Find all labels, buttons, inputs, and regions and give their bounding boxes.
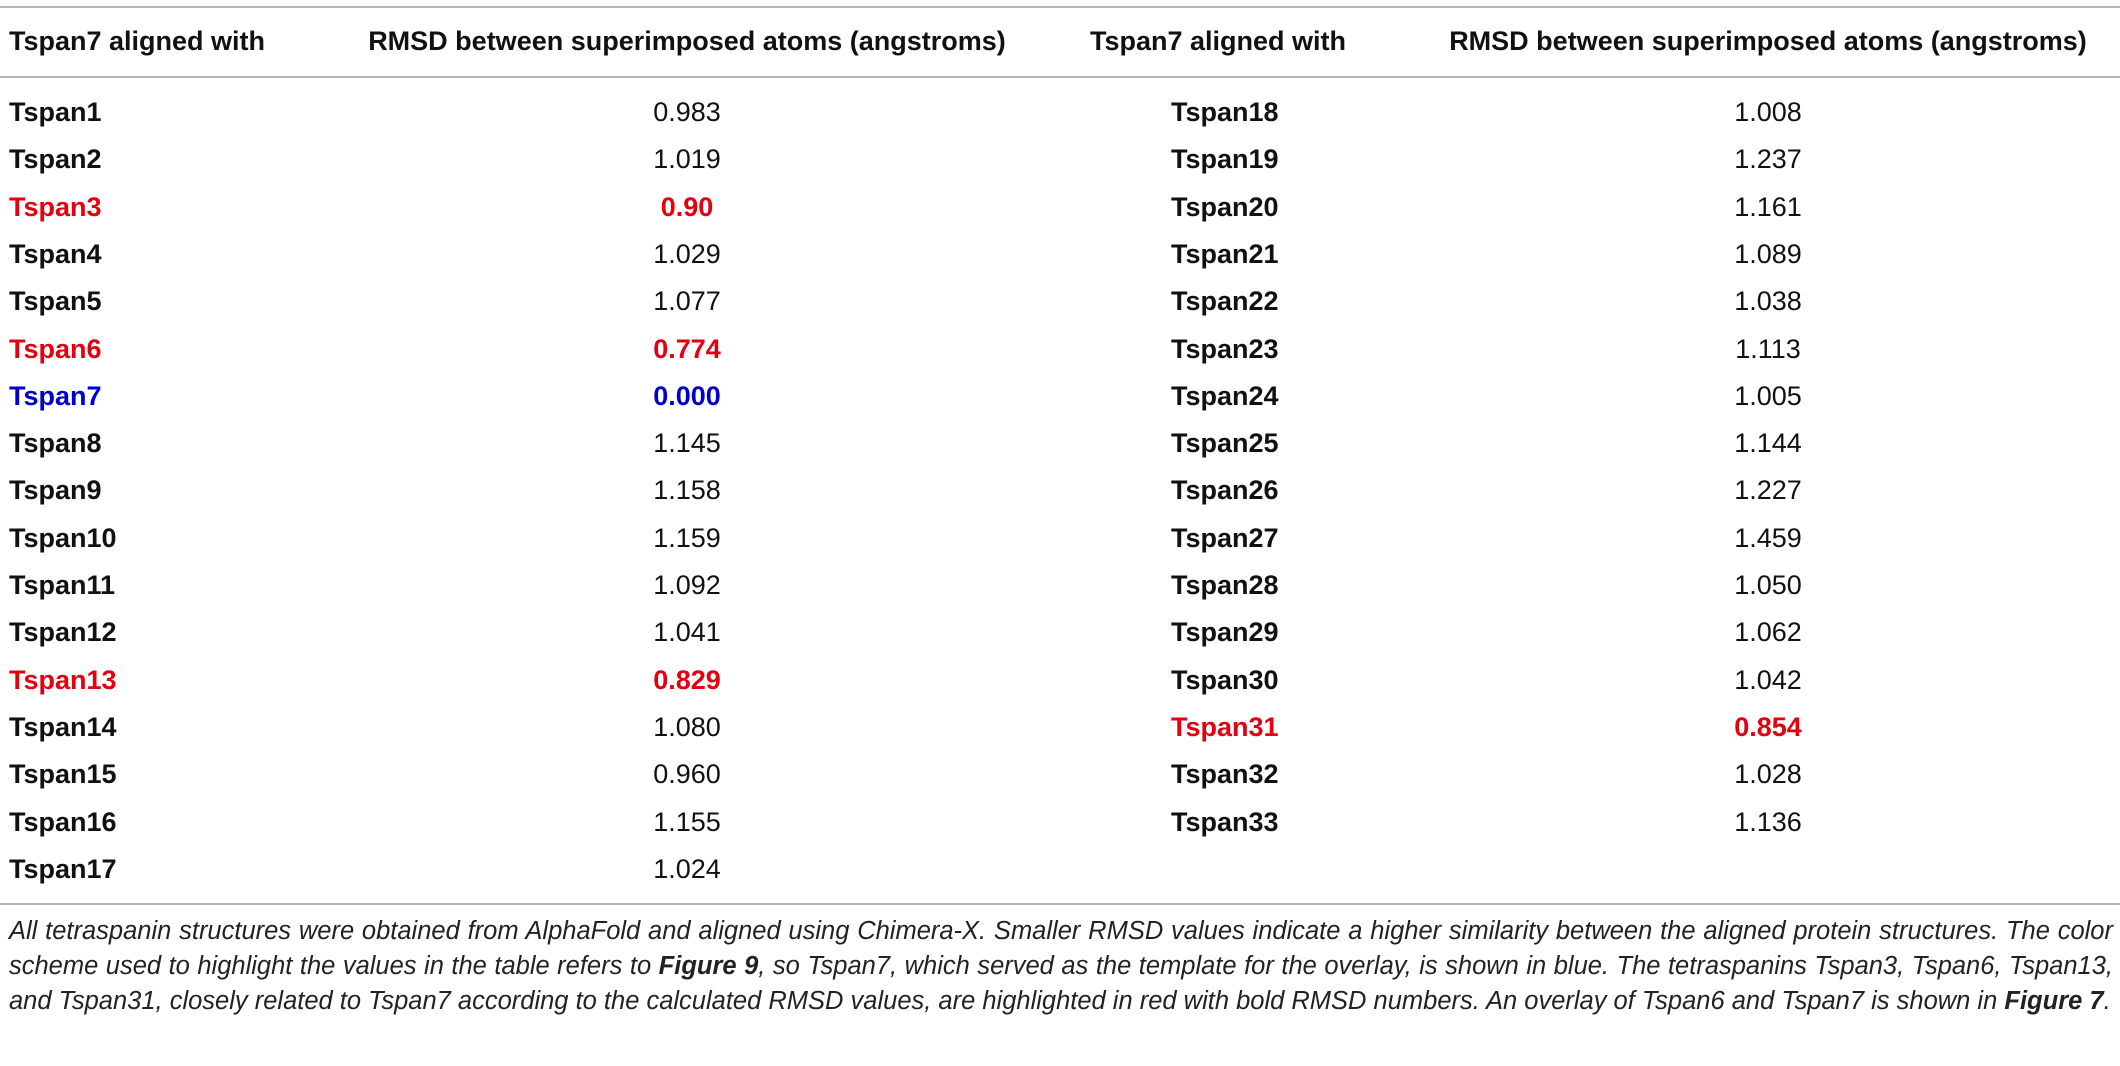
row-label: Tspan24 [1171,380,1279,411]
rmsd-value: 1.227 [1734,475,1802,506]
row-label: Tspan17 [9,853,117,884]
rmsd-value: 1.029 [653,238,721,269]
column-header: RMSD between superimposed atoms (angstro… [368,26,1006,56]
row-label: Tspan9 [9,475,102,506]
row-label: Tspan18 [1171,97,1279,127]
rmsd-value: 1.050 [1734,570,1802,600]
caption-text: . [2103,987,2111,1015]
row-label: Tspan26 [1171,475,1279,506]
row-label: Tspan27 [1171,522,1279,553]
row-label: Tspan1 [9,97,102,127]
rmsd-value: 0.983 [653,97,721,127]
rmsd-value: 1.144 [1734,428,1802,459]
rmsd-value: 1.089 [1734,238,1802,269]
row-label: Tspan33 [1171,806,1279,837]
caption-text: , so Tspan7, which served as the templat… [9,952,2113,1015]
row-label: Tspan29 [1171,617,1279,648]
rmsd-value: 0.960 [653,759,721,790]
rmsd-value: 1.159 [653,522,721,553]
row-label: Tspan3 [9,191,102,222]
row-label: Tspan25 [1171,428,1279,459]
row-label: Tspan13 [9,664,117,695]
rmsd-value: 0.829 [653,664,721,695]
row-label: Tspan31 [1171,711,1279,742]
row-label: Tspan6 [9,333,102,364]
rmsd-value: 1.161 [1734,191,1802,222]
rmsd-value: 1.158 [653,475,721,506]
rmsd-value: 1.005 [1734,380,1802,411]
row-label: Tspan10 [9,522,117,553]
rmsd-value: 1.237 [1734,144,1802,175]
row-label: Tspan7 [9,380,102,411]
row-label: Tspan12 [9,617,117,648]
row-label: Tspan32 [1171,759,1279,790]
row-label: Tspan4 [9,238,102,269]
row-label: Tspan30 [1171,664,1279,695]
top-rule [0,6,2120,8]
figure-reference: Figure 7 [2004,987,2104,1015]
rmsd-value: 1.019 [653,144,721,175]
column-header: Tspan7 aligned with [9,26,266,56]
row-label: Tspan5 [9,286,102,317]
rmsd-value: 1.136 [1734,806,1802,837]
header-rule [0,76,2120,78]
row-label: Tspan23 [1171,333,1279,364]
rmsd-value: 1.041 [653,617,721,648]
row-label: Tspan15 [9,759,117,790]
row-label: Tspan14 [9,711,117,742]
rmsd-value: 1.038 [1734,286,1802,317]
rmsd-value: 1.459 [1734,522,1802,553]
rmsd-value: 1.008 [1734,97,1802,127]
bottom-rule [0,903,2120,905]
row-label: Tspan28 [1171,570,1279,600]
rmsd-value: 1.062 [1734,617,1802,648]
row-label: Tspan16 [9,806,117,837]
caption: All tetraspanin structures were obtained… [9,914,2113,1019]
rmsd-value: 1.145 [653,428,721,459]
column-header: Tspan7 aligned with [1090,26,1347,56]
row-label: Tspan21 [1171,238,1279,269]
row-label: Tspan2 [9,144,102,175]
rmsd-value: 0.90 [660,191,714,222]
rmsd-value: 1.155 [653,806,721,837]
rmsd-value: 1.092 [653,570,721,600]
rmsd-value: 1.028 [1734,759,1802,790]
row-label: Tspan8 [9,428,102,459]
row-label: Tspan22 [1171,286,1279,317]
column-header: RMSD between superimposed atoms (angstro… [1449,26,2087,56]
rmsd-value: 1.113 [1735,333,1801,364]
row-label: Tspan11 [9,570,116,600]
rmsd-value: 1.024 [653,853,721,884]
rmsd-value: 0.000 [653,380,721,411]
rmsd-value: 0.774 [653,333,721,364]
rmsd-value: 1.042 [1734,664,1802,695]
figure-reference: Figure 9 [658,952,759,980]
row-label: Tspan20 [1171,191,1279,222]
rmsd-value: 0.854 [1734,711,1802,742]
caption-text: All tetraspanin structures were obtained… [9,917,2113,980]
rmsd-value: 1.080 [653,711,721,742]
rmsd-value: 1.077 [653,286,721,317]
row-label: Tspan19 [1171,144,1279,175]
